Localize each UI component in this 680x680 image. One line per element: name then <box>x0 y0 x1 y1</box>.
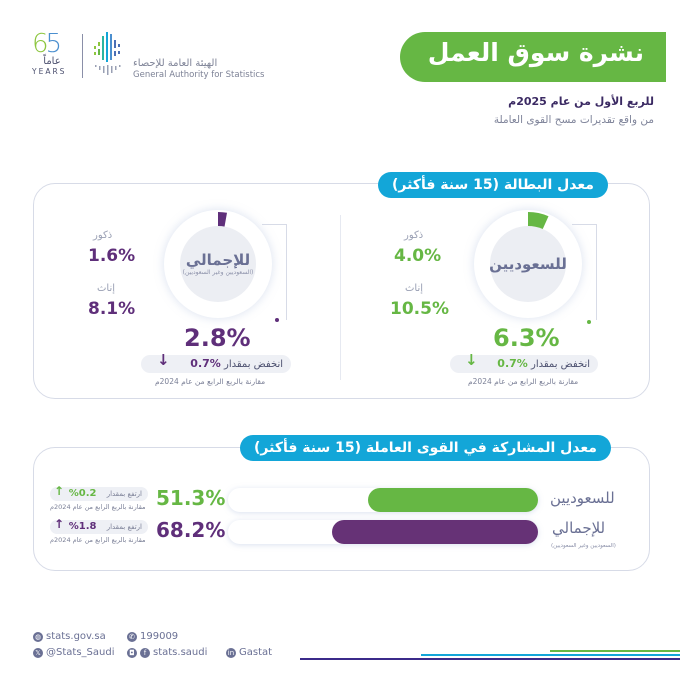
footer-green-line <box>550 650 680 652</box>
total-donut-label: للإجمالي <box>185 251 251 269</box>
total-females-value: 8.1% <box>88 299 136 319</box>
authority-name: الهيئة العامة للإحصاء General Authority … <box>133 58 265 81</box>
participation-total-bar-fill <box>332 520 538 544</box>
total-change-pill: انخفض بمقدار %0.7 <box>141 355 291 373</box>
x-twitter-icon: 𝕏 <box>33 647 43 658</box>
participation-total-sublabel: (السعوديين وغير السعوديين) <box>551 543 616 549</box>
footer-social[interactable]: ◘ f stats.saudi <box>127 647 207 658</box>
saudis-down-arrow-icon: ↓ <box>465 351 478 369</box>
saudis-comparison-note: مقارنة بالربع الرابع من عام 2024م <box>468 377 579 386</box>
footer-navy-line <box>300 658 680 660</box>
participation-total-value: 68.2% <box>156 518 226 542</box>
footer-linkedin-text: Gastat <box>239 647 273 658</box>
anniversary-logo: 65 عاماً YEARS <box>32 29 72 76</box>
footer-social-text: stats.saudi <box>153 647 208 658</box>
participation-saudis-up-arrow-icon: ↑ <box>54 484 65 498</box>
bulletin-source: من واقع تقديرات مسح القوى العاملة <box>493 114 654 126</box>
logo-separator <box>82 34 83 78</box>
total-change-text: انخفض بمقدار <box>224 359 283 370</box>
total-unemployment-rate: 2.8% <box>184 324 251 352</box>
bulletin-title: نشرة سوق العمل <box>427 38 644 67</box>
saudis-unemployment-donut: للسعوديين <box>474 210 582 318</box>
saudis-bracket-line <box>572 224 597 320</box>
footer-phone[interactable]: ✆ 199009 <box>127 631 178 642</box>
saudis-change-pill: انخفض بمقدار %0.7 <box>450 355 598 373</box>
facebook-icon: f <box>140 647 150 658</box>
unemployment-section <box>33 183 650 399</box>
anniversary-arabic: عاماً <box>43 56 61 67</box>
participation-section-title: معدل المشاركة في القوى العاملة (15 سنة ف… <box>240 435 611 461</box>
participation-saudis-change-text: ارتفع بمقدار <box>106 490 142 498</box>
saudis-change-text: انخفض بمقدار <box>531 359 590 370</box>
total-males-label: ذكور <box>93 230 113 241</box>
participation-saudis-label: للسعوديين <box>550 489 615 507</box>
total-bracket-line <box>262 224 287 320</box>
participation-total-change-value: 1.8% <box>68 521 97 532</box>
saudis-unemployment-rate: 6.3% <box>493 324 560 352</box>
participation-total-comparison: مقارنة بالربع الرابع من عام 2024م <box>50 536 146 544</box>
participation-saudis-change-pill: ارتفع بمقدار 0.2% <box>50 487 148 501</box>
footer-phone-text: 199009 <box>140 631 179 642</box>
saudis-donut-label: للسعوديين <box>489 255 567 273</box>
saudis-change-value: %0.7 <box>497 357 528 370</box>
footer-twitter-text: @Stats_Saudi <box>46 647 115 658</box>
section-divider <box>340 215 341 380</box>
participation-total-bar <box>228 520 538 544</box>
gastat-logo-icon <box>94 32 121 75</box>
total-donut-center: للإجمالي (السعوديين وغير السعوديين) <box>180 226 256 302</box>
bulletin-period: للربع الأول من عام 2025م <box>508 95 654 108</box>
total-change-value: %0.7 <box>190 357 221 370</box>
saudis-males-label: ذكور <box>404 230 424 241</box>
saudis-females-label: إناث <box>405 283 424 294</box>
participation-saudis-bar <box>228 488 538 512</box>
bulletin-title-banner: نشرة سوق العمل <box>400 32 666 82</box>
instagram-icon: ◘ <box>127 647 137 658</box>
saudis-donut-center: للسعوديين <box>489 226 567 302</box>
footer-linkedin[interactable]: in Gastat <box>226 647 272 658</box>
total-donut-sublabel: (السعوديين وغير السعوديين) <box>182 269 254 276</box>
footer-twitter[interactable]: 𝕏 @Stats_Saudi <box>33 647 114 658</box>
globe-icon: ◍ <box>33 631 43 642</box>
total-females-label: إناث <box>97 283 116 294</box>
saudis-bracket-dot <box>587 320 591 324</box>
total-comparison-note: مقارنة بالربع الرابع من عام 2024م <box>155 377 266 386</box>
linkedin-icon: in <box>226 647 236 658</box>
saudis-females-value: 10.5% <box>390 299 449 319</box>
footer-blue-line <box>421 654 680 656</box>
participation-total-up-arrow-icon: ↑ <box>54 517 65 531</box>
total-bracket-dot <box>275 318 279 322</box>
participation-total-label: للإجمالي <box>552 519 606 537</box>
participation-saudis-bar-fill <box>368 488 538 512</box>
saudis-males-value: 4.0% <box>394 246 442 266</box>
participation-saudis-change-value: 0.2% <box>68 488 97 499</box>
footer-website[interactable]: ◍ stats.gov.sa <box>33 631 106 642</box>
anniversary-number: 65 <box>32 29 62 59</box>
participation-total-change-text: ارتفع بمقدار <box>106 523 142 531</box>
unemployment-section-title: معدل البطالة (15 سنة فأكثر) <box>378 172 608 198</box>
total-down-arrow-icon: ↓ <box>157 351 170 369</box>
total-males-value: 1.6% <box>88 246 136 266</box>
total-unemployment-donut: للإجمالي (السعوديين وغير السعوديين) <box>164 210 272 318</box>
authority-name-en: General Authority for Statistics <box>133 70 265 80</box>
phone-icon: ✆ <box>127 631 137 642</box>
participation-total-change-pill: ارتفع بمقدار 1.8% <box>50 520 148 534</box>
anniversary-english: YEARS <box>32 67 67 76</box>
participation-saudis-comparison: مقارنة بالربع الرابع من عام 2024م <box>50 503 146 511</box>
footer-website-text: stats.gov.sa <box>46 631 106 642</box>
participation-saudis-value: 51.3% <box>156 486 226 510</box>
total-donut-segment <box>218 212 227 229</box>
authority-name-ar: الهيئة العامة للإحصاء <box>133 58 218 69</box>
